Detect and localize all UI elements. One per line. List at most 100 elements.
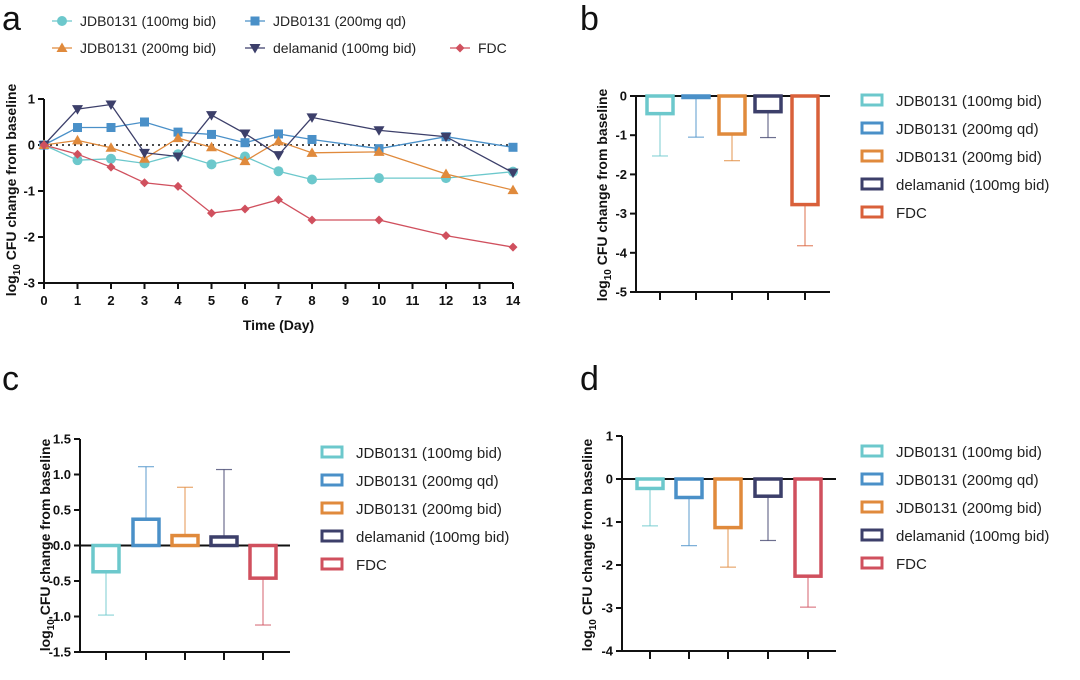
bar <box>713 477 743 530</box>
data-point <box>307 134 317 144</box>
legend-swatch <box>320 445 344 459</box>
legend-label: JDB0131 (200mg qd) <box>273 13 406 29</box>
legend-label: JDB0131 (200mg bid) <box>896 500 1042 517</box>
legend-swatch <box>320 473 344 487</box>
x-tick-label: 6 <box>241 293 248 308</box>
data-point <box>240 204 250 214</box>
legend-marker <box>455 43 465 53</box>
y-tick-label: 0.5 <box>53 503 71 518</box>
legend-item: JDB0131 (100mg bid) <box>320 445 502 462</box>
legend-item: delamanid (100mg bid) <box>860 177 1049 194</box>
legend-swatch <box>860 444 884 458</box>
legend-swatch <box>860 93 884 107</box>
legend-item: JDB0131 (200mg qd) <box>245 13 406 29</box>
data-point <box>306 113 318 123</box>
legend-swatch <box>320 529 344 543</box>
legend-label: JDB0131 (200mg bid) <box>356 501 502 518</box>
legend-label: FDC <box>478 40 507 56</box>
data-point <box>173 181 183 191</box>
data-point <box>106 162 116 172</box>
legend-label: FDC <box>356 557 387 574</box>
legend-item: JDB0131 (100mg bid) <box>860 444 1042 461</box>
bar-group <box>717 94 747 300</box>
legend-label: delamanid (100mg bid) <box>896 177 1049 194</box>
x-tick-label: 5 <box>208 293 215 308</box>
legend-swatch <box>860 528 884 542</box>
legend-item: delamanid (100mg bid) <box>245 40 416 56</box>
data-point <box>172 132 184 143</box>
y-tick-label: -4 <box>615 245 627 260</box>
data-point <box>72 105 83 115</box>
y-tick-label: 1 <box>606 429 613 444</box>
y-axis-title: log10 CFU change from baseline <box>579 438 599 651</box>
legend-marker <box>249 44 261 54</box>
y-tick-label: 0.0 <box>53 538 71 553</box>
data-point <box>373 146 385 156</box>
x-tick-label: 10 <box>372 293 386 308</box>
y-tick-label: -2 <box>601 558 613 573</box>
x-tick-label: 8 <box>308 293 315 308</box>
legend-item: JDB0131 (200mg qd) <box>860 121 1039 138</box>
data-point <box>72 155 83 166</box>
y-tick-label: 1 <box>28 92 35 107</box>
legend-swatch <box>860 500 884 514</box>
legend-swatch <box>860 177 884 191</box>
y-tick-label: -1 <box>23 184 35 199</box>
data-point <box>106 153 116 164</box>
data-point <box>239 129 251 139</box>
data-point <box>207 129 216 139</box>
bar <box>674 477 704 500</box>
data-point <box>106 123 116 133</box>
data-point <box>140 178 149 188</box>
bar <box>170 533 200 548</box>
bar-group <box>635 477 665 659</box>
series-3 <box>38 100 519 179</box>
bar-group <box>209 468 239 660</box>
legend-marker <box>57 16 67 26</box>
data-point <box>172 152 184 162</box>
legend-swatch <box>860 472 884 486</box>
legend-item: JDB0131 (200mg bid) <box>52 40 216 56</box>
data-point <box>206 111 217 121</box>
bar <box>91 543 121 574</box>
data-point <box>274 129 283 139</box>
data-point <box>507 184 519 195</box>
legend-swatch <box>860 205 884 219</box>
legend-label: JDB0131 (100mg bid) <box>896 93 1042 110</box>
y-tick-label: -4 <box>601 644 613 659</box>
y-tick-label: 1.5 <box>53 432 71 447</box>
bar-group <box>645 94 675 300</box>
y-axis-title: log10 CFU change from baseline <box>37 438 57 651</box>
data-point <box>441 231 451 241</box>
data-point <box>374 173 384 184</box>
x-tick-label: 7 <box>275 293 282 308</box>
legend-label: FDC <box>896 205 927 222</box>
bar-group <box>753 477 783 659</box>
legend-item: JDB0131 (200mg bid) <box>860 149 1042 166</box>
bar-group <box>91 543 121 660</box>
x-tick-label: 13 <box>472 293 486 308</box>
x-tick-label: 14 <box>506 293 521 308</box>
bar <box>793 477 823 578</box>
bar <box>717 94 747 136</box>
data-point <box>273 166 284 177</box>
series-line <box>43 144 514 248</box>
legend-swatch <box>860 149 884 163</box>
data-point <box>374 215 384 225</box>
data-point <box>105 142 117 152</box>
data-point <box>273 151 284 161</box>
y-tick-label: 0 <box>28 138 35 153</box>
data-point <box>507 168 519 179</box>
bar <box>753 94 783 114</box>
legend-item: JDB0131 (100mg bid) <box>860 93 1042 110</box>
x-axis-title: Time (Day) <box>243 317 314 333</box>
legend-label: JDB0131 (200mg qd) <box>356 473 499 490</box>
y-tick-label: -3 <box>601 601 613 616</box>
legend-label: delamanid (100mg bid) <box>356 529 509 546</box>
y-tick-label: -0.5 <box>49 574 71 589</box>
data-point <box>440 132 452 143</box>
bar <box>635 477 665 491</box>
bar-group <box>170 486 200 660</box>
